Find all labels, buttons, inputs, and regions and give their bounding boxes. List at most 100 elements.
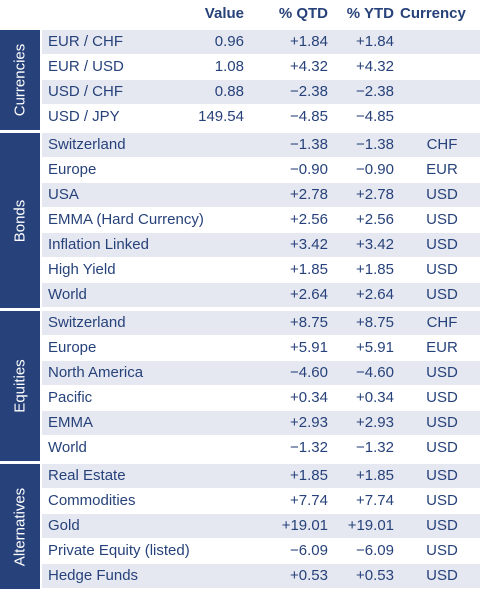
cell-qtd: +0.53 (290, 567, 328, 584)
group-label-bar: Bonds (0, 133, 40, 308)
table-row: Hedge Funds +0.53 +0.53 USD (42, 564, 480, 588)
table-row: North America −4.60 −4.60 USD (42, 361, 480, 385)
group-label: Bonds (11, 199, 29, 242)
table-row: EMMA (Hard Currency) +2.56 +2.56 USD (42, 208, 480, 232)
cell-name: USD / JPY (48, 108, 120, 125)
cell-ytd: +4.32 (356, 58, 394, 75)
cell-currency: EUR (426, 339, 458, 356)
cell-name: EMMA (Hard Currency) (48, 211, 204, 228)
cell-currency: USD (426, 517, 458, 534)
cell-qtd: +19.01 (281, 517, 328, 534)
cell-currency: USD (426, 439, 458, 456)
table-row: Switzerland −1.38 −1.38 CHF (42, 133, 480, 157)
cell-qtd: +0.34 (290, 389, 328, 406)
table-row: World −1.32 −1.32 USD (42, 436, 480, 460)
cell-qtd: −2.38 (290, 83, 328, 100)
cell-currency: USD (426, 286, 458, 303)
group-label-bar: Currencies (0, 30, 40, 130)
cell-ytd: −4.85 (356, 108, 394, 125)
cell-qtd: +1.85 (290, 467, 328, 484)
group-currencies: Currencies EUR / CHF 0.96 +1.84 +1.84 EUR / U… (0, 30, 480, 130)
table-row: Switzerland +8.75 +8.75 CHF (42, 311, 480, 335)
cell-currency: USD (426, 467, 458, 484)
cell-ytd: −1.38 (356, 136, 394, 153)
cell-name: Private Equity (listed) (48, 542, 190, 559)
table-row: Private Equity (listed) −6.09 −6.09 USD (42, 539, 480, 563)
cell-name: Europe (48, 161, 97, 178)
cell-value: 149.54 (198, 108, 244, 125)
cell-name: North America (48, 364, 144, 381)
cell-ytd: +19.01 (347, 517, 394, 534)
cell-name: Gold (48, 517, 80, 534)
cell-name: World (48, 286, 87, 303)
group-label-bar: Alternatives (0, 464, 40, 589)
header-value: Value (204, 5, 244, 22)
cell-qtd: −0.90 (290, 161, 328, 178)
cell-ytd: +0.53 (356, 567, 394, 584)
cell-currency: USD (426, 186, 458, 203)
group-alternatives: Alternatives Real Estate +1.85 +1.85 USD Comm… (0, 464, 480, 589)
cell-ytd: +3.42 (356, 236, 394, 253)
cell-ytd: +1.84 (356, 33, 394, 50)
cell-name: Switzerland (48, 314, 126, 331)
cell-ytd: +5.91 (356, 339, 394, 356)
cell-currency: USD (426, 236, 458, 253)
table-row: High Yield +1.85 +1.85 USD (42, 258, 480, 282)
cell-name: World (48, 439, 87, 456)
cell-name: Real Estate (48, 467, 126, 484)
table-row: Gold +19.01 +19.01 USD (42, 514, 480, 538)
cell-ytd: +2.56 (356, 211, 394, 228)
cell-name: Hedge Funds (48, 567, 139, 584)
cell-currency: USD (426, 567, 458, 584)
cell-name: USD / CHF (48, 83, 123, 100)
cell-ytd: −2.38 (356, 83, 394, 100)
cell-ytd: +2.78 (356, 186, 394, 203)
table-header: Value % QTD % YTD Currency (0, 0, 480, 30)
table-row: Inflation Linked +3.42 +3.42 USD (42, 233, 480, 257)
cell-currency: USD (426, 414, 458, 431)
table-row: USA +2.78 +2.78 USD (42, 183, 480, 207)
cell-qtd: +4.32 (290, 58, 328, 75)
table-row: USD / JPY 149.54 −4.85 −4.85 (42, 105, 480, 129)
cell-currency: USD (426, 364, 458, 381)
cell-currency: USD (426, 389, 458, 406)
cell-currency: CHF (426, 136, 458, 153)
cell-qtd: −1.32 (290, 439, 328, 456)
table-row: Commodities +7.74 +7.74 USD (42, 489, 480, 513)
cell-qtd: +7.74 (290, 492, 328, 509)
cell-currency: USD (426, 211, 458, 228)
cell-ytd: −4.60 (356, 364, 394, 381)
cell-name: EMMA (48, 414, 93, 431)
cell-qtd: −4.85 (290, 108, 328, 125)
group-label-bar: Equities (0, 311, 40, 461)
cell-qtd: +2.56 (290, 211, 328, 228)
header-ytd: % YTD (346, 5, 394, 22)
cell-ytd: −0.90 (356, 161, 394, 178)
cell-qtd: +2.78 (290, 186, 328, 203)
cell-ytd: +0.34 (356, 389, 394, 406)
cell-name: Europe (48, 339, 97, 356)
cell-name: Inflation Linked (48, 236, 149, 253)
cell-value: 0.96 (214, 33, 244, 50)
group-bonds: Bonds Switzerland −1.38 −1.38 CHF Europe −0.90… (0, 133, 480, 308)
cell-qtd: +8.75 (290, 314, 328, 331)
cell-qtd: +1.85 (290, 261, 328, 278)
group-label: Equities (11, 359, 29, 413)
cell-ytd: −6.09 (356, 542, 394, 559)
cell-ytd: +2.64 (356, 286, 394, 303)
table-row: World +2.64 +2.64 USD (42, 283, 480, 307)
cell-name: Commodities (48, 492, 136, 509)
cell-qtd: −6.09 (290, 542, 328, 559)
cell-name: High Yield (48, 261, 116, 278)
group-equities: Equities Switzerland +8.75 +8.75 CHF Europe +5… (0, 311, 480, 461)
cell-qtd: +3.42 (290, 236, 328, 253)
group-label: Alternatives (11, 487, 29, 566)
cell-qtd: +2.64 (290, 286, 328, 303)
cell-qtd: +5.91 (290, 339, 328, 356)
table-row: Real Estate +1.85 +1.85 USD (42, 464, 480, 488)
table-row: Pacific +0.34 +0.34 USD (42, 386, 480, 410)
cell-ytd: −1.32 (356, 439, 394, 456)
header-currency: Currency (400, 5, 466, 22)
cell-ytd: +2.93 (356, 414, 394, 431)
table-row: EUR / USD 1.08 +4.32 +4.32 (42, 55, 480, 79)
